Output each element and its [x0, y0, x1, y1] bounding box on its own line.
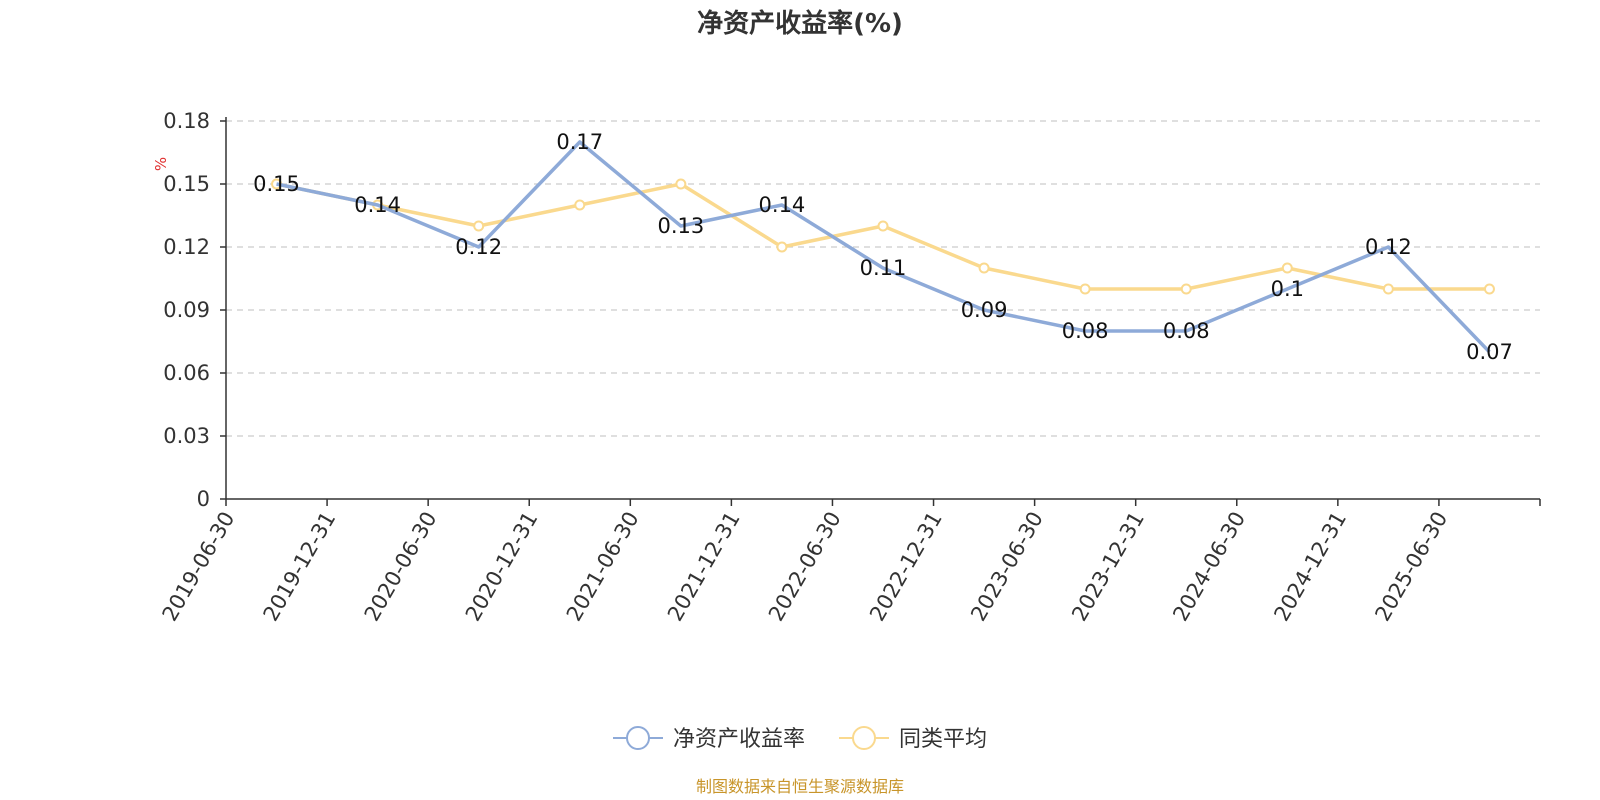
- legend-label: 净资产收益率: [673, 727, 805, 752]
- data-label: 0.14: [759, 193, 806, 217]
- y-tick-label: 0.03: [163, 424, 210, 448]
- data-label: 0.07: [1466, 340, 1513, 364]
- data-label: 0.09: [961, 298, 1008, 322]
- data-point[interactable]: [1382, 283, 1394, 295]
- data-label: 0.17: [556, 130, 603, 154]
- legend-marker: [626, 726, 650, 750]
- data-label: 0.08: [1062, 319, 1109, 343]
- x-tick-label: 2019-06-30: [158, 508, 240, 626]
- data-labels: 0.15 0.14 0.12 0.17 0.13 0.14 0.11 0.09 0.08 0.08…: [253, 130, 1513, 364]
- x-tick-label: 2022-06-30: [764, 508, 846, 626]
- x-tick-label: 2025-06-30: [1370, 508, 1452, 626]
- y-tick-label: 0.06: [163, 361, 210, 385]
- data-point[interactable]: [473, 220, 485, 232]
- x-tick-label: 2021-06-30: [562, 508, 644, 626]
- data-label: 0.14: [354, 193, 401, 217]
- data-label: 0.13: [657, 214, 704, 238]
- series-0: [276, 140, 1491, 354]
- y-tick-label: 0.15: [163, 172, 210, 196]
- x-tick-label: 2023-06-30: [966, 508, 1048, 626]
- data-label: 0.08: [1163, 319, 1210, 343]
- data-label: 0.1: [1271, 277, 1304, 301]
- data-point[interactable]: [1483, 283, 1495, 295]
- y-tick-label: 0.18: [163, 109, 210, 133]
- x-tick-label: 2020-12-31: [461, 508, 543, 626]
- data-point[interactable]: [675, 178, 687, 190]
- data-label: 0.12: [1365, 235, 1412, 259]
- chart-title: 净资产收益率(%): [697, 8, 903, 39]
- y-tick-label: 0.12: [163, 235, 210, 259]
- data-source-note: 制图数据来自恒生聚源数据库: [696, 777, 904, 796]
- x-tick-label: 2023-12-31: [1067, 508, 1149, 626]
- legend-label: 同类平均: [899, 727, 987, 752]
- series-1: [271, 178, 1495, 295]
- data-label: 0.12: [455, 235, 502, 259]
- x-tick-label: 2024-12-31: [1269, 508, 1351, 626]
- data-point[interactable]: [877, 220, 889, 232]
- x-tick-label: 2021-12-31: [663, 508, 745, 626]
- y-axis-unit: %: [152, 157, 170, 171]
- series-group: [271, 140, 1495, 354]
- legend[interactable]: 净资产收益率 同类平均: [613, 726, 987, 752]
- legend-item-1[interactable]: 同类平均: [839, 726, 987, 752]
- data-label: 0.15: [253, 172, 300, 196]
- grid-lines: [226, 120, 1540, 437]
- x-tick-label: 2024-06-30: [1168, 508, 1250, 626]
- x-tick-label: 2022-12-31: [865, 508, 947, 626]
- x-tick-label: 2019-12-31: [259, 508, 341, 626]
- y-tick-label: 0: [197, 487, 210, 511]
- data-point[interactable]: [574, 199, 586, 211]
- data-point[interactable]: [776, 241, 788, 253]
- data-point[interactable]: [978, 262, 990, 274]
- x-tick-label: 2020-06-30: [360, 507, 442, 625]
- data-label: 0.11: [860, 256, 907, 280]
- y-tick-label: 0.09: [163, 298, 210, 322]
- data-point[interactable]: [1079, 283, 1091, 295]
- legend-item-0[interactable]: 净资产收益率: [613, 726, 805, 752]
- legend-marker: [852, 726, 876, 750]
- axes: 0 0.03 0.06 0.09 0.12 0.15 0.18 2019-06-30 2019-…: [158, 109, 1541, 626]
- series-line: [276, 140, 1491, 354]
- data-point[interactable]: [1180, 283, 1192, 295]
- data-point[interactable]: [1281, 262, 1293, 274]
